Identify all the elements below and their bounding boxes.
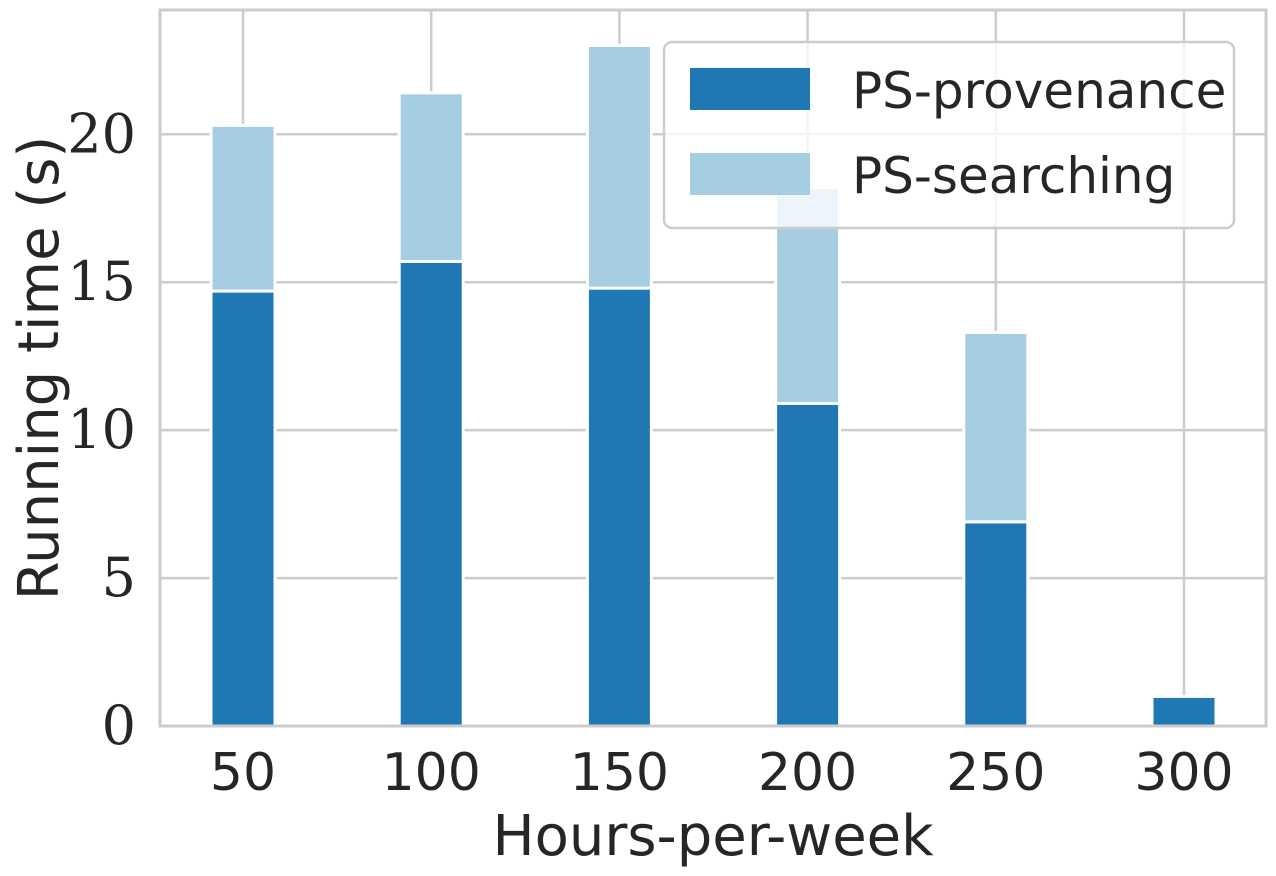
bar-ps-provenance-300 [1150, 694, 1218, 728]
bars [209, 44, 1218, 728]
y-tick-labels: 0 5 10 15 20 [67, 102, 136, 757]
y-axis-label: Running time (s) [7, 136, 72, 600]
x-tick-label: 200 [758, 743, 857, 803]
bar-ps-provenance-50 [209, 289, 277, 728]
bar-ps-searching-50 [209, 123, 277, 293]
legend-label-ps-searching: PS-searching [852, 147, 1175, 205]
x-tick-label: 150 [570, 743, 669, 803]
x-tick-label: 50 [210, 743, 276, 803]
bar-ps-provenance-150 [585, 286, 653, 728]
legend: PS-provenance PS-searching [662, 40, 1236, 230]
bar-ps-provenance-100 [397, 259, 465, 728]
legend-swatch-ps-searching [690, 153, 810, 195]
legend-label-ps-provenance: PS-provenance [852, 62, 1226, 120]
y-tick-label: 20 [67, 102, 136, 165]
bar-ps-searching-150 [585, 44, 653, 290]
x-tick-label: 250 [946, 743, 1045, 803]
x-tick-label: 300 [1134, 743, 1233, 803]
bar-ps-searching-250 [962, 330, 1030, 524]
x-axis-label: Hours-per-week [492, 804, 934, 869]
bar-ps-searching-100 [397, 91, 465, 263]
legend-swatch-ps-provenance [690, 68, 810, 110]
bar-ps-provenance-250 [962, 520, 1030, 728]
x-tick-label: 100 [382, 743, 481, 803]
y-tick-label: 15 [67, 250, 136, 313]
y-tick-label: 5 [102, 546, 136, 609]
plot-frame [158, 8, 1268, 728]
y-tick-label: 10 [67, 398, 136, 461]
x-tick-labels: 50 100 150 200 250 300 [210, 743, 1234, 803]
y-tick-label: 0 [102, 694, 136, 757]
bar-ps-provenance-200 [774, 402, 842, 728]
